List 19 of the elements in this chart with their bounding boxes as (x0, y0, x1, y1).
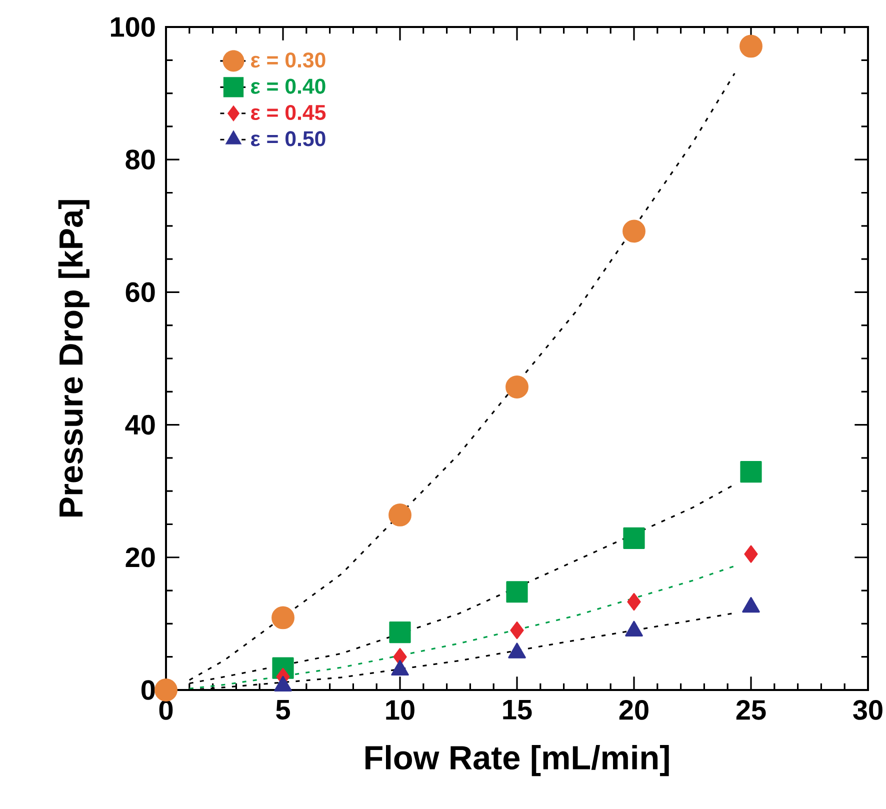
y-tick-label: 100 (110, 17, 155, 37)
y-axis-title: Pressure Drop [kPa] (58, 200, 90, 516)
x-tick-label: 25 (736, 700, 766, 720)
y-tick-label: 80 (126, 150, 155, 170)
legend-label: ε = 0.45 (251, 104, 326, 120)
y-tick-label: 40 (125, 414, 155, 435)
y-tick-label: 20 (126, 547, 155, 568)
x-tick-label: 0 (159, 700, 173, 720)
legend-label: ε = 0.40 (251, 78, 326, 94)
y-tick-label: 0 (141, 680, 155, 700)
x-axis-title: Flow Rate [mL/min] (366, 745, 669, 776)
y-tick-label: 60 (126, 282, 155, 302)
x-tick-label: 15 (503, 700, 532, 720)
x-tick-label: 20 (619, 700, 648, 720)
x-tick-label: 10 (386, 700, 414, 720)
x-tick-label: 30 (853, 700, 882, 720)
legend-label: ε = 0.50 (251, 131, 326, 146)
x-tick-label: 5 (276, 700, 290, 720)
legend-label: ε = 0.30 (251, 52, 326, 68)
